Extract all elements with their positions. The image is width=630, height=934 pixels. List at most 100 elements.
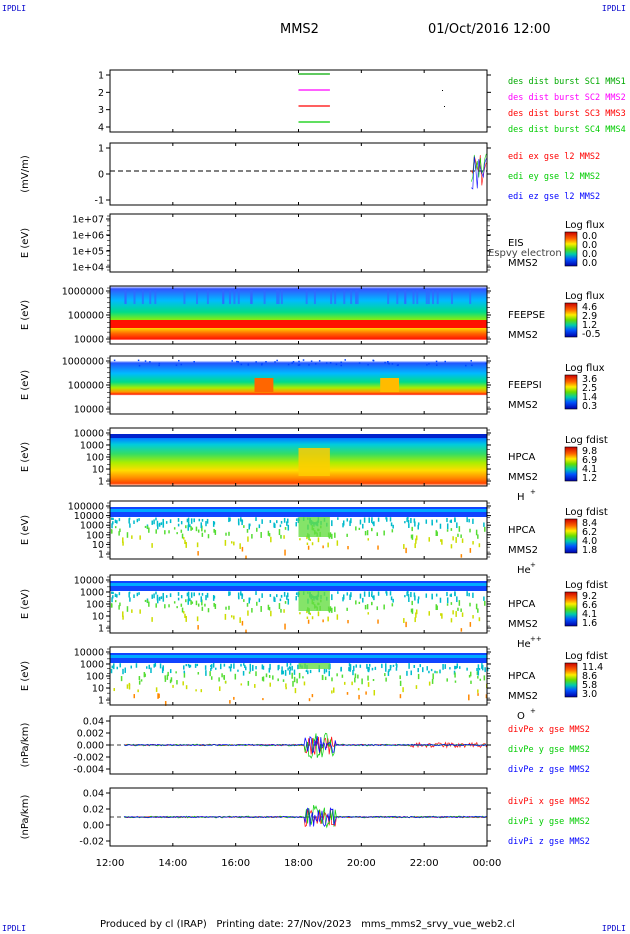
spectrogram-speckle <box>413 664 416 668</box>
spectrogram-speckle <box>395 667 398 671</box>
spectrogram-speckle <box>204 603 206 607</box>
y-tick-label: 1 <box>98 71 104 82</box>
spectrogram-speckle <box>236 360 238 363</box>
spectrogram-speckle <box>287 667 289 671</box>
spectrogram-speckle <box>311 694 314 698</box>
footer-produced-by: Produced by cl (IRAP) <box>100 919 207 930</box>
spectrogram-speckle <box>307 619 310 624</box>
spectrogram-speckle <box>237 669 239 672</box>
spectrogram-speckle <box>207 534 210 539</box>
spectrogram-speckle <box>148 664 151 670</box>
panel-divpi: 0.04 0.02 0.00 -0.02 (nPa/km) divPi x gse MMS… <box>20 787 590 848</box>
y-tick-label: 1000000 <box>62 287 104 298</box>
spectrogram-speckle <box>460 554 463 558</box>
y-axis-label: E (eV) <box>20 370 31 400</box>
spectrogram-speckle <box>149 361 151 363</box>
spectrogram-speckle <box>262 698 264 701</box>
panel-burst: 1 2 3 4 des dist burst SC1 MMS1 des dist burs… <box>98 69 626 135</box>
spectrogram-speckle <box>268 667 271 673</box>
spectrogram-speckle <box>256 601 258 606</box>
spectrogram-speckle <box>446 517 448 523</box>
spectrogram-speckle <box>426 666 428 671</box>
spectrogram-speckle <box>476 671 479 675</box>
spectrogram-streak <box>343 290 346 304</box>
y-axis-label: E (eV) <box>20 300 31 330</box>
spectrogram-speckle <box>284 623 286 630</box>
spectrogram-speckle <box>274 523 276 528</box>
spectrogram-speckle <box>187 521 190 528</box>
y-tick-label: 0.04 <box>83 717 104 728</box>
x-tick-label: 14:00 <box>158 858 187 869</box>
spectrogram-speckle <box>325 362 328 364</box>
corner-label-top-right: IPDLI <box>601 4 626 13</box>
spectrogram-speckle <box>269 663 271 670</box>
spectrogram-speckle <box>240 683 243 686</box>
spectrogram-speckle <box>210 664 213 670</box>
spectrogram-speckle <box>114 519 117 524</box>
spectrogram-speckle <box>417 598 419 604</box>
spectrogram-speckle <box>110 668 113 674</box>
colorbar-tick-label: 8.6 <box>582 671 597 682</box>
spectrogram-speckle <box>450 618 453 623</box>
instrument-label: EIS <box>508 238 524 249</box>
spectrogram-speckle <box>154 663 157 667</box>
legend-entry: divPi z gse MMS2 <box>508 837 590 847</box>
spectrogram-speckle <box>342 523 344 528</box>
spectrogram-speckle <box>372 521 374 525</box>
spectrogram-speckle <box>368 517 370 523</box>
y-tick-label: 100000 <box>68 502 104 513</box>
spectrogram-speckle <box>261 676 264 681</box>
spectrogram-speckle <box>371 519 373 523</box>
spectrogram-speckle <box>476 668 478 672</box>
spectrogram-speckle <box>472 518 474 524</box>
spectrogram-speckle <box>185 664 188 667</box>
spectrogram-speckle <box>136 518 139 523</box>
spectrogram-speckle <box>207 608 210 613</box>
spectrogram-speckle <box>446 591 448 597</box>
spectrogram-speckle <box>162 518 164 524</box>
spectrogram-speckle <box>278 529 281 536</box>
spectrogram-speckle <box>254 684 256 688</box>
spectrogram-speckle <box>483 675 486 681</box>
y-tick-label: 10 <box>92 684 104 695</box>
spectrogram-speckle <box>331 607 333 613</box>
spacecraft-label: MMS2 <box>508 619 538 630</box>
spectrogram-speckle <box>177 518 180 522</box>
y-axis-label: (nPa/km) <box>20 795 31 840</box>
burst-dot <box>442 90 443 91</box>
spectrogram-speckle <box>366 530 369 536</box>
spectrogram-speckle <box>310 360 313 362</box>
spectrogram-speckle <box>305 670 308 673</box>
spectrogram-streak <box>183 290 186 304</box>
panel-frame <box>109 213 488 273</box>
spectrogram-speckle <box>160 596 163 600</box>
spectrogram-streak <box>305 290 308 304</box>
spectrogram-streak <box>387 290 390 304</box>
spectrogram-speckle <box>454 518 456 523</box>
y-tick-label: 0.02 <box>83 805 104 816</box>
spectrogram-streak <box>356 290 359 304</box>
spectrogram-speckle <box>187 517 190 522</box>
spectrogram-speckle <box>410 591 412 598</box>
spectrogram-speckle <box>133 594 135 598</box>
spectrogram-speckle <box>206 518 209 524</box>
spectrogram-speckle <box>295 592 298 596</box>
colorbar <box>564 302 578 338</box>
spectrogram-speckle <box>415 538 417 544</box>
spectrogram-speckle <box>415 609 418 615</box>
spectrogram-speckle <box>160 522 163 526</box>
spectrogram-speckle <box>215 667 217 670</box>
spectrogram-speckle <box>280 594 283 598</box>
spectrogram-region <box>298 517 330 537</box>
spectrogram-streak <box>280 290 283 304</box>
spectrogram-speckle <box>331 690 333 694</box>
spectrogram-speckle <box>230 615 233 618</box>
spectrogram-speckle <box>411 534 414 540</box>
spectrogram-speckle <box>159 663 162 669</box>
spectrogram-speckle <box>206 592 209 598</box>
colorbar-tick-label: 6.6 <box>582 600 597 611</box>
spectrogram-speckle <box>116 520 118 524</box>
spectrogram-speckle <box>130 665 133 669</box>
spectrogram-speckle <box>361 678 363 685</box>
